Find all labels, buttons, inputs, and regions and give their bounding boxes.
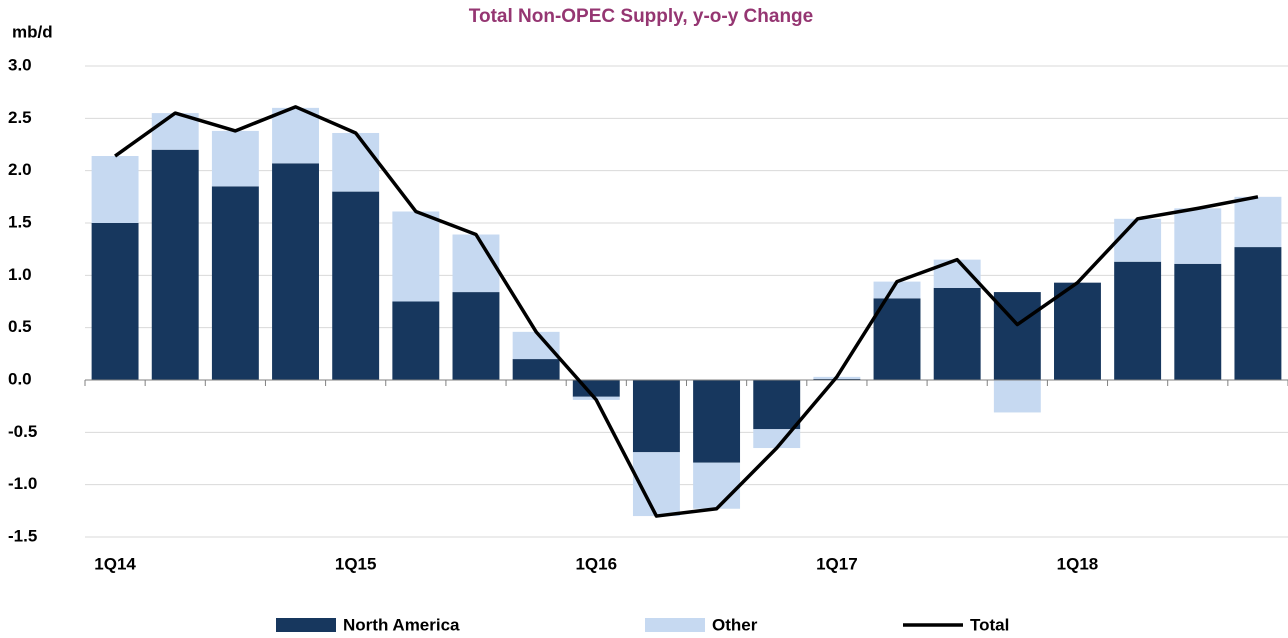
y-tick-label: -1.5 [8,526,37,545]
bar [693,380,741,463]
bar [452,292,500,380]
y-tick-label: -1.0 [8,474,37,493]
bar [1174,208,1222,264]
total-line [114,105,1259,518]
bar [873,281,921,299]
bar [512,331,560,360]
y-tick-label: 3.0 [8,55,32,74]
y-tick-label: 0.0 [8,369,32,388]
bar [1234,196,1282,248]
bar [632,380,680,453]
bar [873,298,921,380]
bar [1174,263,1222,380]
bar [1234,247,1282,380]
legend-label: Total [970,615,1009,634]
y-tick-label: 1.5 [8,212,32,231]
legend-swatch [276,618,336,632]
bar [151,149,199,380]
legend-label: North America [343,615,460,634]
x-tick-label: 1Q17 [816,554,858,573]
x-tick-label: 1Q15 [335,554,377,573]
bar [272,163,319,380]
bar [693,462,741,509]
bar [753,380,801,430]
y-tick-label: 1.0 [8,265,32,284]
bar [1114,218,1162,262]
bar [332,191,380,380]
bar [211,186,259,380]
legend-swatch [645,618,705,632]
bar [392,301,440,380]
bar [933,287,981,380]
y-tick-label: -0.5 [8,422,37,441]
x-tick-label: 1Q14 [94,554,136,573]
bar [392,211,440,302]
y-tick-label: 0.5 [8,317,32,336]
bar [993,380,1041,413]
x-tick-label: 1Q18 [1057,554,1099,573]
y-tick-label: 2.0 [8,160,32,179]
legend-label: Other [712,615,758,634]
bar [1054,282,1101,380]
bar [91,156,139,223]
chart-title: Total Non-OPEC Supply, y-o-y Change [469,6,813,27]
bar [512,359,560,380]
bar [211,130,259,187]
bar [452,234,500,293]
bar [272,107,319,164]
y-axis-label: mb/d [12,22,53,41]
x-tick-label: 1Q16 [575,554,617,573]
bar [753,429,801,449]
bar [1114,261,1162,380]
bar [91,223,139,380]
y-tick-label: 2.5 [8,108,32,127]
bar [332,132,380,192]
